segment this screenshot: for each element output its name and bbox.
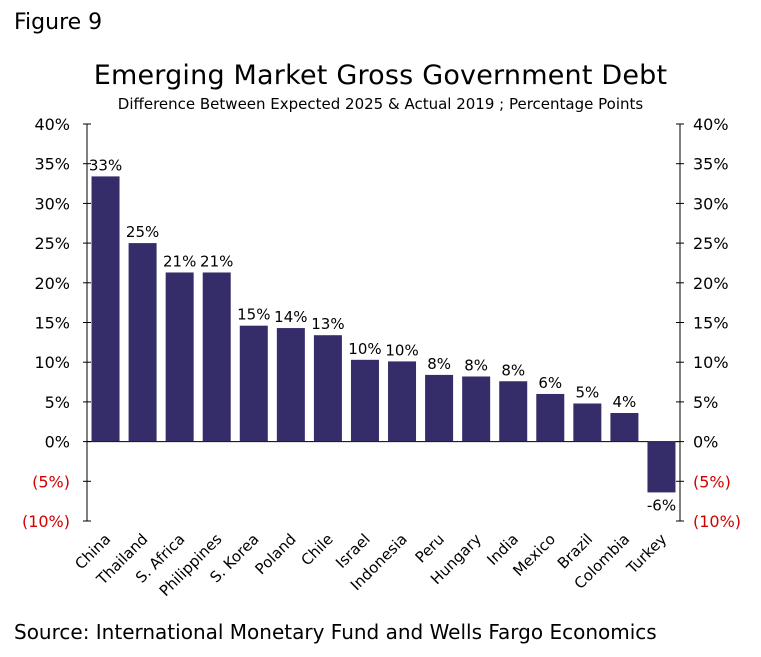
data-label: 6%	[538, 374, 562, 392]
bar	[128, 243, 157, 442]
bar	[425, 374, 454, 442]
y-tick-label-right: 10%	[693, 353, 729, 372]
data-label: 21%	[163, 252, 196, 270]
bar	[239, 325, 268, 442]
y-tick-label-right: (10%)	[693, 512, 741, 531]
data-label: 25%	[126, 223, 159, 241]
data-label: 10%	[348, 340, 381, 358]
y-tick-label-left: 20%	[34, 274, 70, 293]
y-tick-label-left: 5%	[45, 393, 70, 412]
bar	[276, 328, 305, 442]
bar	[388, 361, 417, 442]
y-tick-label-left: 35%	[34, 155, 70, 174]
data-label: -6%	[647, 496, 676, 514]
y-tick-label-left: 0%	[45, 433, 70, 452]
bar	[462, 376, 491, 442]
data-label: 13%	[311, 315, 344, 333]
chart-subtitle: Difference Between Expected 2025 & Actua…	[117, 95, 644, 113]
y-tick-label-right: (5%)	[693, 472, 731, 491]
y-tick-label-left: 15%	[34, 314, 70, 333]
y-tick-label-left: 40%	[34, 115, 70, 134]
data-label: 33%	[89, 156, 122, 174]
bar	[165, 272, 194, 442]
x-tick-label: Poland	[252, 530, 300, 578]
y-tick-label-left: 10%	[34, 353, 70, 372]
y-tick-label-left: 25%	[34, 234, 70, 253]
y-tick-label-right: 40%	[693, 115, 729, 134]
x-tick-label: Mexico	[509, 530, 559, 580]
x-tick-label: Chile	[297, 530, 336, 569]
source-note: Source: International Monetary Fund and …	[14, 620, 657, 644]
y-tick-label-right: 5%	[693, 393, 718, 412]
data-label: 8%	[427, 355, 451, 373]
bar	[313, 335, 342, 442]
y-tick-label-right: 30%	[693, 194, 729, 213]
bar	[610, 413, 639, 442]
bar	[91, 176, 120, 442]
data-label: 10%	[385, 341, 418, 359]
figure-label: Figure 9	[14, 10, 103, 35]
y-tick-label-right: 0%	[693, 433, 718, 452]
data-label: 14%	[274, 308, 307, 326]
chart-title: Emerging Market Gross Government Debt	[93, 60, 668, 91]
bar	[536, 393, 565, 442]
y-tick-label-right: 15%	[693, 314, 729, 333]
data-label: 8%	[464, 356, 488, 374]
x-tick-label: Turkey	[622, 530, 670, 578]
y-tick-label-left: (10%)	[22, 512, 70, 531]
data-label: 4%	[613, 393, 637, 411]
y-tick-label-right: 25%	[693, 234, 729, 253]
y-tick-label-right: 35%	[693, 155, 729, 174]
data-label: 21%	[200, 252, 233, 270]
y-tick-label-right: 20%	[693, 274, 729, 293]
y-tick-label-left: (5%)	[32, 472, 70, 491]
data-label: 8%	[501, 361, 525, 379]
data-label: 15%	[237, 306, 270, 324]
bar	[573, 403, 602, 442]
bar	[499, 381, 528, 442]
bar	[350, 359, 379, 442]
data-label: 5%	[575, 383, 599, 401]
bar	[647, 441, 676, 493]
bar	[202, 272, 231, 442]
y-tick-label-left: 30%	[34, 194, 70, 213]
